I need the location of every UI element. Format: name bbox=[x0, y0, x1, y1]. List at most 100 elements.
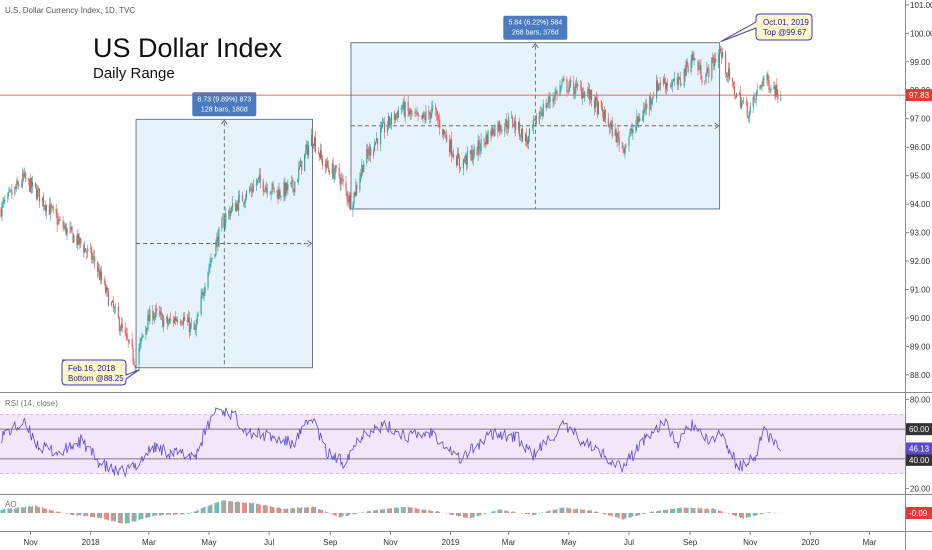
rsi-tick-label: 80.00 bbox=[910, 395, 931, 404]
candle-body bbox=[479, 150, 481, 151]
candle-body bbox=[473, 146, 475, 156]
candle-body bbox=[748, 112, 750, 119]
candle-body bbox=[126, 334, 128, 339]
candle-body bbox=[763, 78, 765, 80]
candle-body bbox=[42, 196, 44, 206]
candle-body bbox=[722, 51, 724, 58]
candle-body bbox=[593, 100, 596, 109]
candle-body bbox=[499, 122, 501, 131]
candle-body bbox=[342, 179, 344, 182]
candle-body bbox=[595, 97, 598, 101]
candle-body bbox=[656, 80, 658, 99]
candle-body bbox=[409, 110, 411, 115]
candle-body bbox=[348, 195, 350, 203]
candle-body bbox=[87, 248, 89, 253]
candle-body bbox=[58, 220, 60, 221]
candle-body bbox=[615, 129, 617, 143]
candle-body bbox=[207, 271, 209, 288]
candle-body bbox=[436, 110, 438, 115]
candle-body bbox=[759, 85, 761, 90]
time-tick-label: 2018 bbox=[82, 538, 100, 547]
candle-body bbox=[4, 200, 6, 201]
time-tick-label: 2020 bbox=[801, 538, 819, 547]
candle-body bbox=[239, 195, 241, 197]
candle-body bbox=[16, 181, 18, 189]
candle-body bbox=[458, 157, 461, 167]
candle-body bbox=[388, 116, 391, 125]
candle-body bbox=[367, 149, 369, 154]
candle-body bbox=[637, 116, 639, 123]
candle-body bbox=[169, 319, 171, 323]
candle-body bbox=[314, 137, 317, 151]
candle-body bbox=[417, 112, 419, 117]
candle-body bbox=[325, 160, 327, 169]
candle-body bbox=[581, 87, 583, 98]
candle-body bbox=[583, 93, 585, 98]
candle-body bbox=[755, 92, 757, 100]
candle-body bbox=[179, 321, 182, 323]
candle-body bbox=[741, 101, 743, 102]
candle-body bbox=[560, 86, 562, 87]
candle-body bbox=[394, 114, 396, 121]
candle-body bbox=[210, 260, 212, 264]
candle-body bbox=[535, 115, 537, 125]
candle-body bbox=[752, 96, 754, 107]
candle-body bbox=[410, 109, 412, 114]
measure-label-bg bbox=[503, 15, 568, 40]
candle-body bbox=[534, 115, 536, 121]
candle-body bbox=[411, 113, 413, 114]
measure-label-line2: 268 bars, 376d bbox=[512, 30, 559, 37]
candle-body bbox=[56, 215, 58, 225]
candle-body bbox=[280, 196, 282, 198]
candle-body bbox=[276, 190, 278, 192]
candle-body bbox=[401, 108, 403, 110]
candle-body bbox=[623, 148, 625, 154]
price-tick-label: 88.00 bbox=[910, 371, 931, 380]
candle-body bbox=[50, 204, 52, 208]
candle-body bbox=[283, 183, 285, 198]
candle-body bbox=[369, 147, 371, 155]
candle-body bbox=[658, 83, 660, 91]
candle-body bbox=[541, 113, 543, 116]
candle-body bbox=[43, 206, 45, 207]
candle-body bbox=[200, 295, 202, 315]
candle-body bbox=[740, 101, 742, 109]
candle-body bbox=[699, 64, 701, 70]
candle-body bbox=[625, 145, 627, 146]
candle-body bbox=[720, 48, 722, 52]
candle-body bbox=[609, 124, 611, 128]
candle-body bbox=[155, 308, 157, 315]
candle-body bbox=[70, 227, 72, 230]
candle-body bbox=[664, 82, 667, 89]
candle-body bbox=[80, 239, 82, 244]
candle-body bbox=[663, 79, 666, 84]
ao-pane: -0.09 bbox=[0, 500, 932, 524]
candle-body bbox=[653, 97, 655, 98]
candle-body bbox=[321, 157, 323, 166]
candle-body bbox=[673, 77, 675, 82]
candle-body bbox=[2, 201, 4, 204]
candle-body bbox=[497, 124, 499, 132]
candle-body bbox=[642, 115, 644, 121]
candle-body bbox=[753, 96, 755, 100]
price-tick-label: 99.00 bbox=[910, 58, 931, 67]
candle-body bbox=[580, 86, 582, 88]
candle-body bbox=[107, 290, 110, 307]
candle-body bbox=[317, 151, 320, 154]
candle-body bbox=[698, 68, 700, 70]
candle-body bbox=[174, 317, 177, 321]
candle-body bbox=[284, 182, 286, 196]
candle-body bbox=[197, 314, 199, 317]
candle-body bbox=[202, 292, 204, 296]
price-tick-label: 101.00 bbox=[910, 1, 932, 10]
candle-body bbox=[603, 110, 605, 122]
candle-body bbox=[324, 164, 326, 167]
price-tick-label: 90.00 bbox=[910, 314, 931, 323]
candle-body bbox=[666, 83, 669, 86]
candle-body bbox=[671, 82, 673, 86]
candle-body bbox=[616, 132, 618, 143]
candle-body bbox=[621, 145, 623, 147]
candle-body bbox=[312, 134, 314, 143]
candle-body bbox=[630, 128, 632, 132]
